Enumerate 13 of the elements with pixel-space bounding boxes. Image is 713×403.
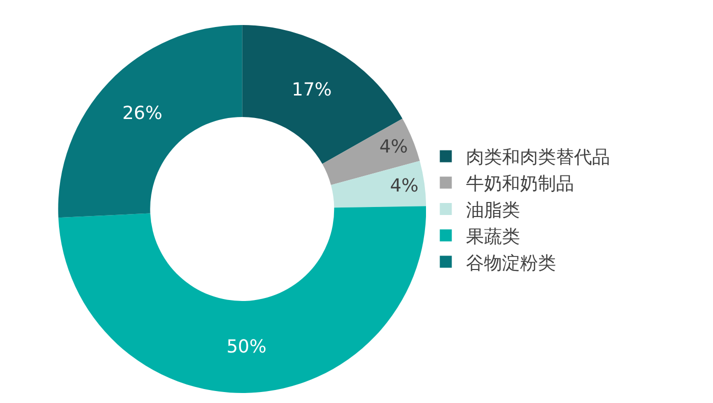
legend-label: 谷物淀粉类 [466,252,556,274]
legend-label: 果蔬类 [466,226,520,248]
data-label: 50% [226,336,266,358]
data-label: 4% [379,136,408,158]
donut-slice [58,25,242,218]
data-label: 26% [122,103,162,124]
data-label: 4% [390,176,419,197]
data-label: 17% [292,79,332,100]
legend-label: 牛奶和奶制品 [466,174,574,195]
donut-slice [58,206,426,393]
legend-label: 肉类和肉类替代品 [466,147,610,168]
donut-slice [330,160,426,208]
legend-label: 油脂类 [466,200,520,222]
